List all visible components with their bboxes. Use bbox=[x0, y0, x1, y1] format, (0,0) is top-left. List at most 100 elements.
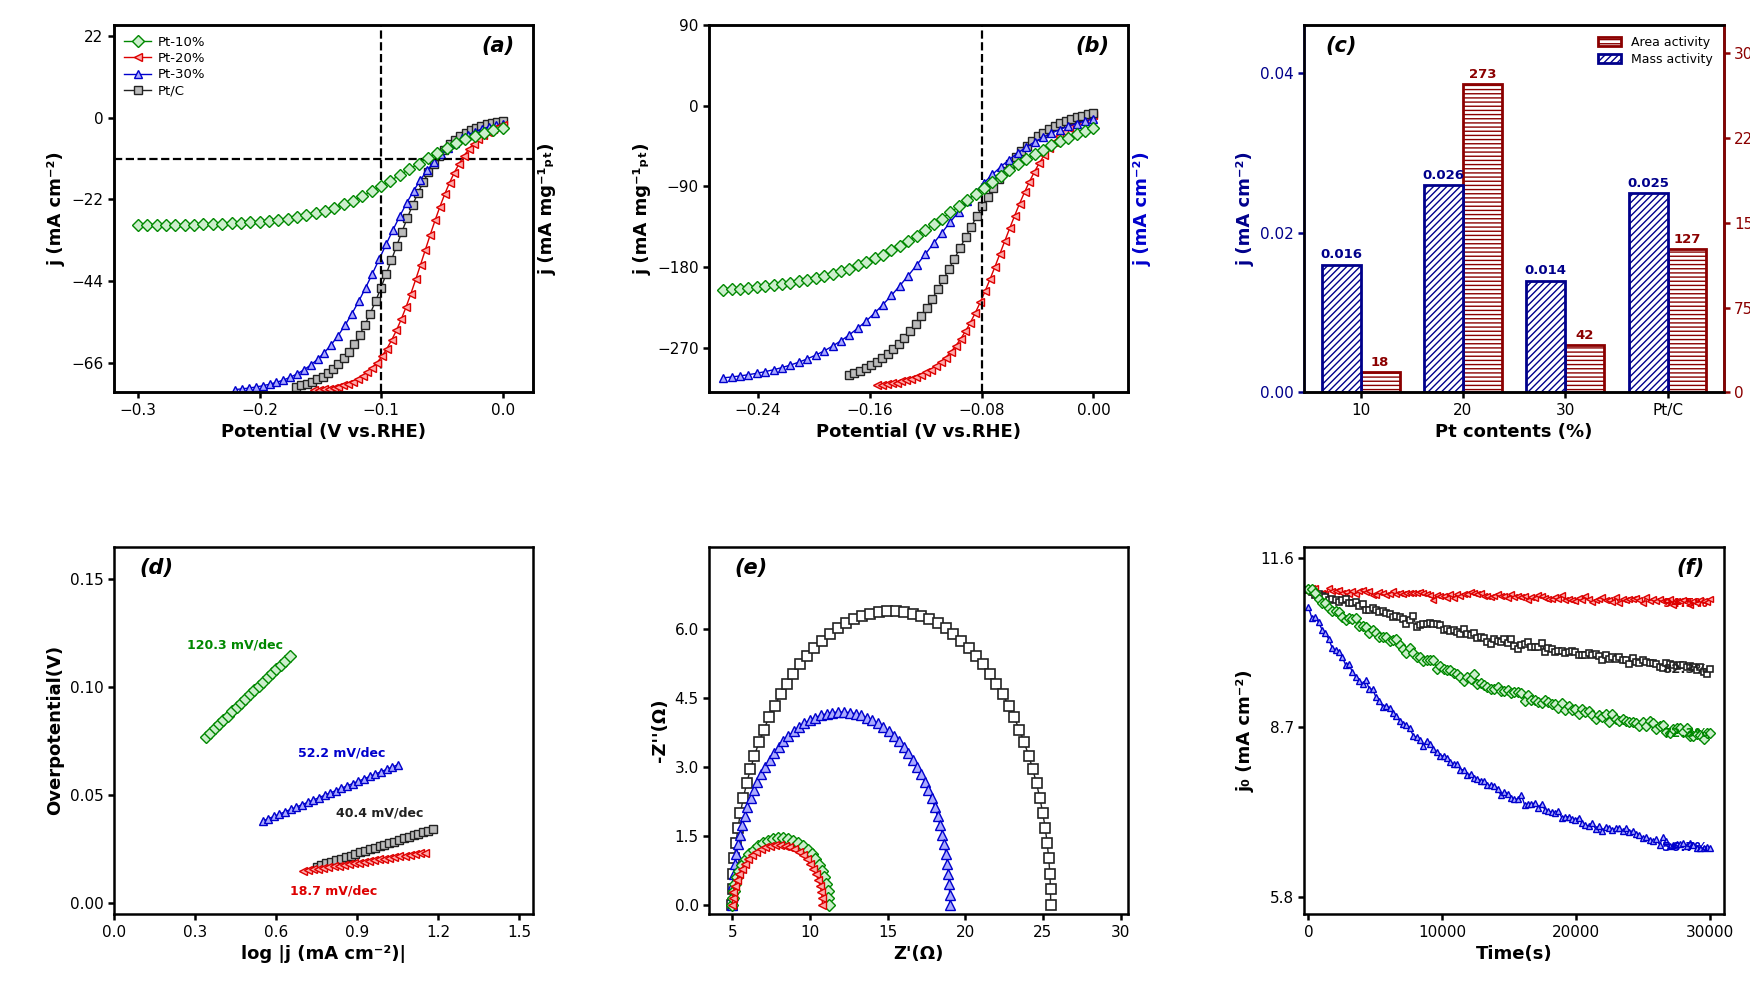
Pt-30% bbox=[438, 142, 458, 154]
Pt-10% bbox=[304, 208, 326, 220]
Pt/C bbox=[413, 176, 434, 188]
Pt-20% bbox=[366, 357, 387, 369]
Pt/C bbox=[466, 122, 486, 134]
Pt-20% bbox=[304, 385, 326, 397]
Pt-30% bbox=[402, 185, 424, 197]
Pt-20% bbox=[387, 325, 408, 337]
Pt-20% bbox=[473, 129, 494, 141]
Pt/C bbox=[348, 329, 369, 341]
Pt-10% bbox=[192, 219, 214, 231]
Pt/C bbox=[408, 187, 429, 199]
Pt-30% bbox=[458, 129, 480, 141]
Pt-30% bbox=[355, 282, 376, 294]
Pt-10% bbox=[147, 219, 168, 231]
Pt/C bbox=[481, 117, 502, 129]
Text: 18.7 mV/dec: 18.7 mV/dec bbox=[289, 885, 376, 898]
Pt-20% bbox=[453, 150, 474, 162]
Bar bbox=[1463, 84, 1502, 393]
Pt-10% bbox=[483, 124, 504, 136]
Bar bbox=[1629, 193, 1668, 393]
Pt-10% bbox=[408, 158, 429, 170]
Pt-20% bbox=[410, 259, 430, 271]
Y-axis label: j (mA cm⁻²): j (mA cm⁻²) bbox=[47, 152, 65, 266]
Pt-30% bbox=[266, 377, 287, 389]
Pt-10% bbox=[203, 218, 224, 230]
Text: (d): (d) bbox=[138, 557, 173, 577]
Bar bbox=[1362, 372, 1400, 393]
Pt/C bbox=[317, 367, 338, 379]
Text: (c): (c) bbox=[1325, 36, 1356, 56]
Pt-10% bbox=[136, 219, 158, 231]
Y-axis label: j (mA cm⁻²): j (mA cm⁻²) bbox=[1237, 152, 1255, 266]
Pt-20% bbox=[415, 244, 436, 256]
Bar bbox=[1321, 265, 1362, 393]
Pt-10% bbox=[332, 199, 354, 211]
Pt/C bbox=[424, 158, 444, 170]
Pt-30% bbox=[245, 381, 266, 393]
Pt-10% bbox=[128, 219, 149, 231]
Pt/C bbox=[376, 269, 397, 281]
Pt-30% bbox=[238, 382, 259, 394]
Pt-20% bbox=[352, 370, 373, 382]
Pt-30% bbox=[444, 137, 466, 149]
X-axis label: Pt contents (%): Pt contents (%) bbox=[1435, 424, 1593, 442]
Text: 120.3 mV/dec: 120.3 mV/dec bbox=[187, 638, 284, 651]
Pt/C bbox=[492, 115, 513, 127]
Pt-10% bbox=[287, 211, 308, 223]
Y-axis label: j (mA mg⁻¹ₚₜ): j (mA mg⁻¹ₚₜ) bbox=[634, 143, 651, 275]
Pt-30% bbox=[492, 118, 513, 130]
Pt-20% bbox=[338, 378, 359, 390]
Pt-10% bbox=[315, 205, 336, 217]
Pt-10% bbox=[240, 217, 261, 229]
Pt/C bbox=[382, 254, 402, 266]
Pt-10% bbox=[164, 219, 186, 231]
Y-axis label: -Z''(Ω): -Z''(Ω) bbox=[651, 698, 668, 762]
Pt-10% bbox=[474, 127, 495, 139]
Pt-20% bbox=[458, 143, 480, 155]
Y-axis label: j (mA mg⁻¹ₚₜ): j (mA mg⁻¹ₚₜ) bbox=[539, 143, 556, 275]
Pt-10% bbox=[446, 138, 467, 150]
Legend: Pt-10%, Pt-20%, Pt-30%, Pt/C: Pt-10%, Pt-20%, Pt-30%, Pt/C bbox=[121, 32, 208, 101]
Line: Pt-30%: Pt-30% bbox=[231, 120, 507, 394]
Text: 273: 273 bbox=[1468, 68, 1496, 81]
Pt-10% bbox=[212, 218, 233, 230]
Pt/C bbox=[434, 144, 455, 156]
Pt-30% bbox=[410, 174, 430, 186]
Pt/C bbox=[355, 319, 376, 331]
Pt/C bbox=[338, 346, 359, 358]
Pt-20% bbox=[439, 177, 460, 189]
Line: Pt-10%: Pt-10% bbox=[135, 124, 507, 230]
Pt-30% bbox=[224, 384, 245, 396]
Pt-30% bbox=[231, 383, 252, 395]
Pt-30% bbox=[294, 364, 315, 376]
Pt/C bbox=[397, 212, 418, 224]
Pt/C bbox=[387, 240, 408, 252]
Pt/C bbox=[343, 338, 364, 350]
X-axis label: Potential (V vs.RHE): Potential (V vs.RHE) bbox=[816, 424, 1022, 442]
Pt-20% bbox=[324, 382, 345, 394]
Pt/C bbox=[429, 151, 450, 163]
Pt-10% bbox=[324, 202, 345, 214]
Pt-20% bbox=[376, 343, 397, 355]
Pt-30% bbox=[396, 197, 416, 209]
Pt-10% bbox=[371, 180, 392, 192]
Pt-30% bbox=[383, 224, 404, 236]
Text: 72.3%: 72.3% bbox=[1662, 727, 1708, 740]
Pt/C bbox=[476, 119, 497, 131]
Pt-10% bbox=[276, 213, 298, 225]
Pt-10% bbox=[184, 219, 205, 231]
Pt/C bbox=[332, 353, 354, 365]
Text: 52.2 mV/dec: 52.2 mV/dec bbox=[298, 746, 385, 759]
Pt-20% bbox=[467, 133, 488, 145]
Pt-20% bbox=[371, 351, 392, 363]
Pt/C bbox=[296, 378, 317, 390]
Pt-10% bbox=[436, 142, 457, 154]
Pt-20% bbox=[396, 301, 416, 313]
Pt-10% bbox=[380, 175, 401, 187]
Pt/C bbox=[460, 124, 481, 136]
Bar bbox=[1668, 249, 1706, 393]
Pt-20% bbox=[429, 201, 450, 213]
Text: 0.016: 0.016 bbox=[1320, 249, 1362, 262]
Pt/C bbox=[402, 199, 424, 211]
Pt-30% bbox=[252, 380, 273, 392]
